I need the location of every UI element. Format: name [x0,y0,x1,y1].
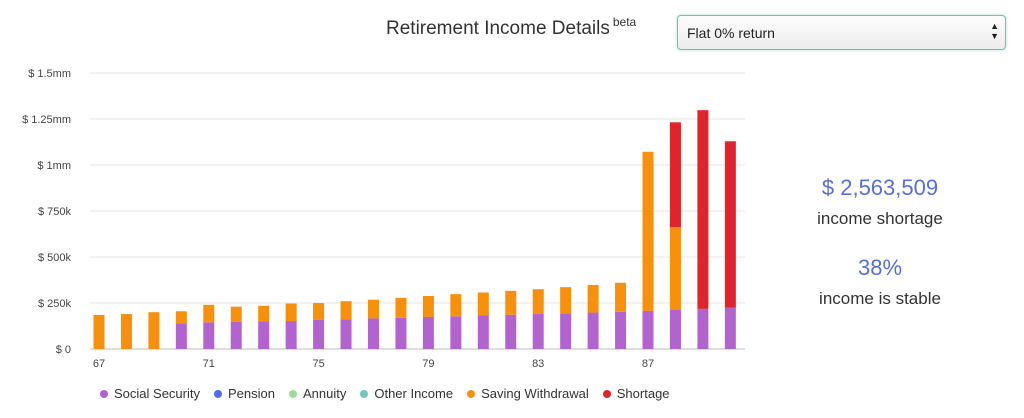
legend-label: Other Income [374,386,454,401]
x-tick-label: 87 [642,358,654,370]
bar-segment[interactable] [642,151,654,311]
bar-segment[interactable] [724,141,736,308]
bar-segment[interactable] [203,304,215,323]
bar-segment[interactable] [615,282,627,312]
legend-dot-icon [100,390,108,398]
x-tick-label: 79 [422,358,434,370]
bar-segment[interactable] [505,290,517,315]
stable-percent-label: income is stable [819,289,941,308]
bar-segment[interactable] [697,110,709,309]
bar-segment[interactable] [313,303,325,320]
bar-segment[interactable] [669,227,681,310]
bar-segment[interactable] [642,310,654,349]
legend-item[interactable]: Shortage [602,386,670,401]
select-value: Flat 0% return [687,25,775,41]
bar-segment[interactable] [669,122,681,228]
bar-segment[interactable] [532,314,544,349]
shortage-amount: $ 2,563,509 [821,175,939,200]
legend-item[interactable]: Social Security [100,386,200,401]
bar-segment[interactable] [669,309,681,349]
x-tick-label: 83 [532,358,544,370]
bar-segment[interactable] [505,314,517,349]
bar-segment[interactable] [203,322,215,349]
y-tick-label: $ 250k [38,298,72,310]
bar-segment[interactable] [175,323,187,349]
bar-segment[interactable] [258,321,270,349]
bar-segment[interactable] [368,318,379,349]
bar-segment[interactable] [148,312,160,349]
bar-segment[interactable] [477,315,489,349]
legend-item[interactable]: Pension [213,386,275,401]
bar-segment[interactable] [285,303,297,322]
bar-segment[interactable] [560,287,572,314]
bar-segment[interactable] [285,321,297,349]
bar-segment[interactable] [368,299,379,319]
legend-item[interactable]: Other Income [360,386,453,401]
y-tick-label: $ 1.25mm [22,114,71,126]
bar-segment[interactable] [615,311,627,349]
legend-dot-icon [288,390,297,398]
bar-segment[interactable] [230,306,242,322]
bar-segment[interactable] [422,316,434,349]
x-tick-label: 67 [93,358,105,370]
bar-segment[interactable] [93,314,105,349]
bar-segment[interactable] [450,294,462,317]
income-chart: $ 0 $ 250k $ 500k $ 750k $ 1mm $ 1.25mm $ 1.5m… [22,68,745,370]
legend-dot-icon [213,390,222,398]
bar-segment[interactable] [560,313,572,349]
bar-segment[interactable] [120,314,132,349]
bar-segment[interactable] [258,305,270,322]
bar-segment[interactable] [532,289,544,315]
bar-segment[interactable] [724,307,736,349]
bar-segment[interactable] [422,296,434,317]
y-tick-label: $ 1.5mm [28,68,71,80]
y-tick-label: $ 750k [38,206,72,218]
y-tick-label: $ 500k [38,252,72,264]
bar-segment[interactable] [697,308,709,349]
stable-percent: 38% [857,255,903,280]
bar-segment[interactable] [477,292,489,316]
bar-segment[interactable] [340,319,352,349]
bar-segment[interactable] [395,317,407,349]
return-scenario-select[interactable]: Flat 0% return ▲ ▼ [677,15,1006,50]
up-down-arrows-icon: ▲ ▼ [990,21,999,41]
bar-segment[interactable] [395,297,407,318]
y-tick-label: $ 0 [56,344,71,356]
bar-segment[interactable] [587,312,599,349]
legend-label: Saving Withdrawal [481,386,589,401]
legend-dot-icon [602,390,611,398]
chart-legend: Social Security Pension Annuity Other Incom… [100,386,684,401]
x-tick-label: 75 [312,358,324,370]
bar-segment[interactable] [230,321,242,349]
shortage-amount-label: income shortage [817,209,943,228]
x-tick-label: 71 [203,358,215,370]
bar-segment[interactable] [587,284,599,313]
title-text: Retirement Income Details [386,18,610,39]
page-title: Retirement Income Details beta [386,15,637,40]
legend-label: Pension [227,386,275,401]
bar-segment[interactable] [313,319,325,349]
legend-dot-icon [467,390,476,398]
legend-item[interactable]: Annuity [288,386,347,401]
beta-badge: beta [612,15,637,29]
legend-dot-icon [360,390,369,398]
legend-label: Annuity [302,386,347,401]
bar-segment[interactable] [340,301,352,320]
legend-label: Social Security [114,386,200,401]
bar-segment[interactable] [450,316,462,349]
y-tick-label: $ 1mm [37,160,71,172]
legend-label: Shortage [616,386,670,401]
bar-segment[interactable] [175,311,187,324]
legend-item[interactable]: Saving Withdrawal [467,386,589,401]
